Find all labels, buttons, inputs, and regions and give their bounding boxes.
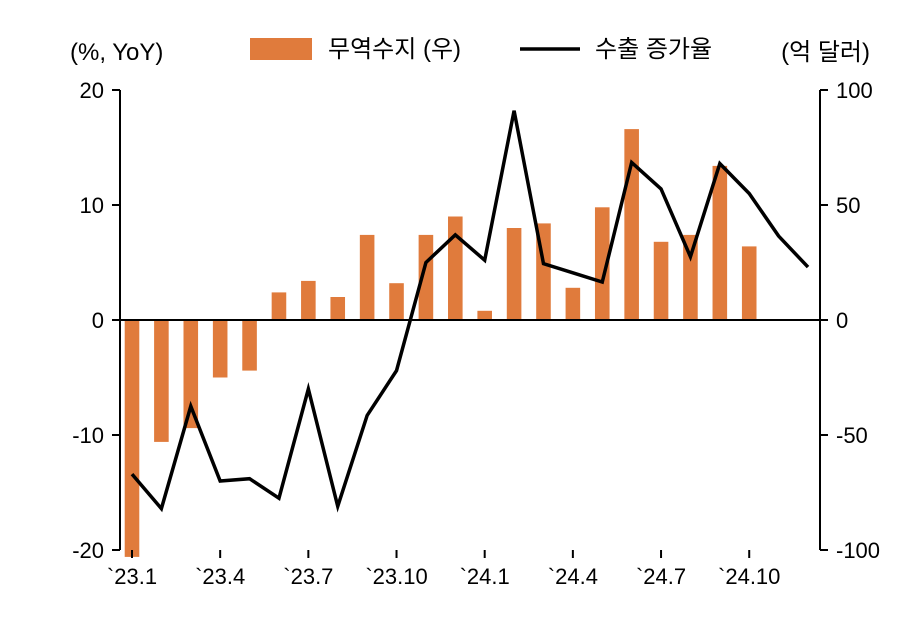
left-tick-label: 20 bbox=[80, 78, 104, 103]
bar bbox=[125, 320, 140, 557]
bar bbox=[272, 292, 287, 320]
line-series bbox=[132, 111, 808, 509]
left-tick-label: 0 bbox=[92, 308, 104, 333]
bar bbox=[360, 235, 375, 320]
x-tick-label: `24.7 bbox=[636, 564, 686, 589]
right-tick-label: -100 bbox=[836, 538, 880, 563]
bar bbox=[242, 320, 257, 371]
left-tick-label: -10 bbox=[72, 423, 104, 448]
right-tick-label: 100 bbox=[836, 78, 873, 103]
bar bbox=[301, 281, 316, 320]
bar bbox=[566, 288, 581, 320]
x-tick-label: `24.1 bbox=[460, 564, 510, 589]
x-tick-label: `23.1 bbox=[107, 564, 157, 589]
right-axis-label: (억 달러) bbox=[781, 39, 870, 66]
chart-container: -20-1001020-100-50050100`23.1`23.4`23.7`… bbox=[0, 0, 924, 619]
left-axis-label: (%, YoY) bbox=[70, 39, 163, 66]
legend-label: 무역수지 (우) bbox=[328, 36, 461, 63]
x-tick-label: `23.10 bbox=[365, 564, 427, 589]
left-tick-label: -20 bbox=[72, 538, 104, 563]
bar bbox=[213, 320, 228, 378]
bar bbox=[389, 283, 404, 320]
x-tick-label: `24.10 bbox=[718, 564, 780, 589]
left-tick-label: 10 bbox=[80, 193, 104, 218]
bar bbox=[154, 320, 169, 442]
bar bbox=[742, 246, 757, 320]
bar bbox=[713, 166, 728, 320]
right-tick-label: 0 bbox=[836, 308, 848, 333]
bar bbox=[507, 228, 522, 320]
bar bbox=[624, 129, 639, 320]
bar bbox=[654, 242, 669, 320]
bar bbox=[448, 217, 463, 321]
x-tick-label: `23.4 bbox=[195, 564, 245, 589]
x-tick-label: `23.7 bbox=[283, 564, 333, 589]
bar bbox=[477, 311, 492, 320]
right-tick-label: 50 bbox=[836, 193, 860, 218]
legend-label: 수출 증가율 bbox=[595, 36, 712, 63]
chart-svg: -20-1001020-100-50050100`23.1`23.4`23.7`… bbox=[0, 0, 924, 619]
x-tick-label: `24.4 bbox=[548, 564, 598, 589]
right-tick-label: -50 bbox=[836, 423, 868, 448]
bar bbox=[330, 297, 345, 320]
legend-swatch-bar bbox=[250, 38, 312, 60]
